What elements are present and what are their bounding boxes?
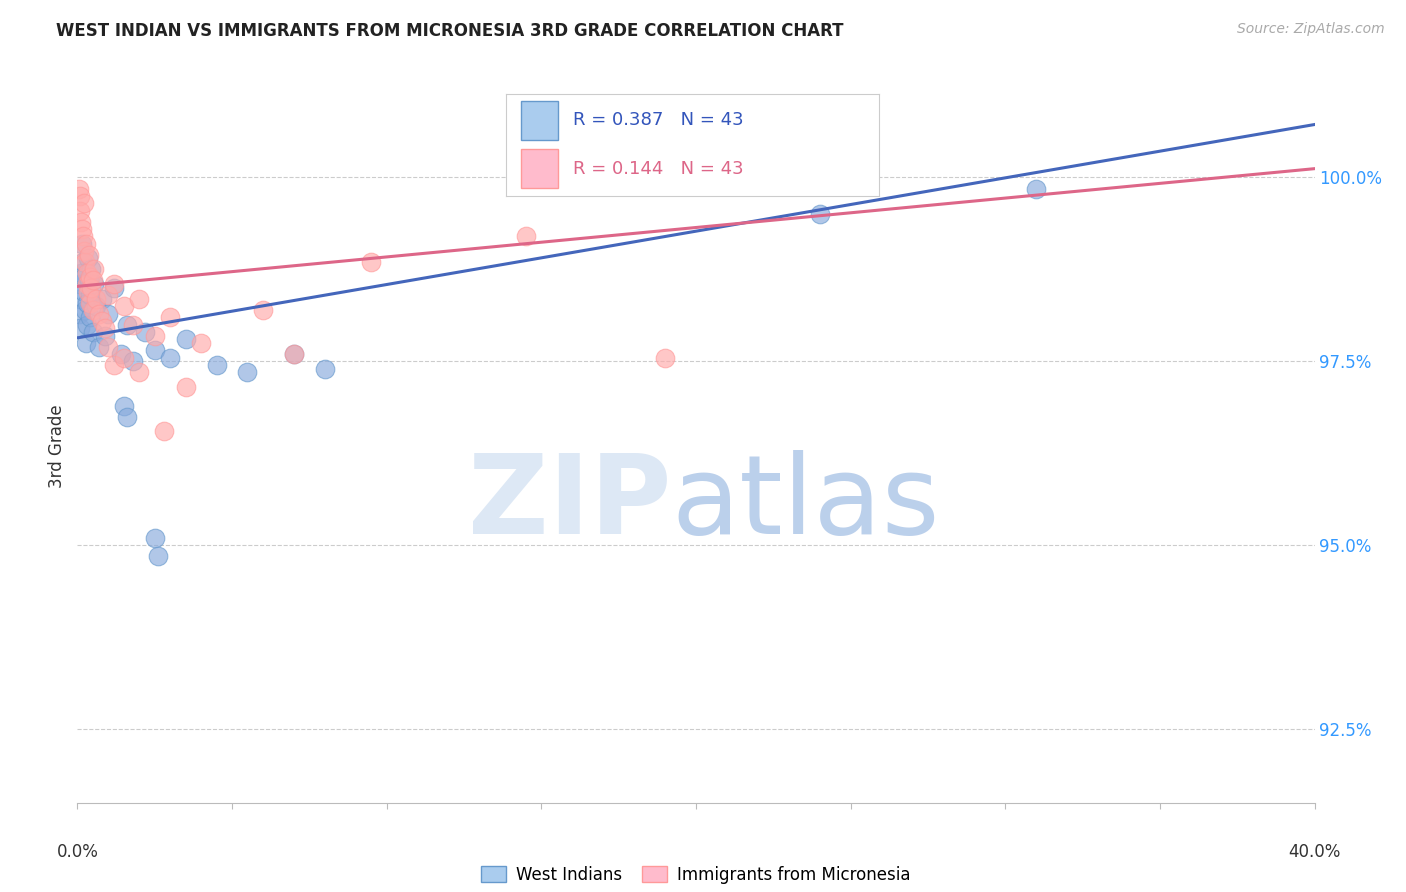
Point <box>159 310 181 325</box>
Point <box>73 244 96 258</box>
Text: 0.0%: 0.0% <box>56 843 98 861</box>
Point <box>82 273 104 287</box>
Point <box>153 425 176 439</box>
Point <box>146 549 169 564</box>
Point <box>87 340 110 354</box>
Point <box>82 302 104 317</box>
Text: R = 0.387   N = 43: R = 0.387 N = 43 <box>574 112 744 129</box>
Point <box>97 288 120 302</box>
Point <box>69 189 91 203</box>
Point <box>76 318 98 332</box>
Point <box>314 361 336 376</box>
Point <box>70 266 93 280</box>
Point <box>77 248 100 262</box>
Point <box>77 285 100 299</box>
Point <box>82 325 104 339</box>
Point <box>143 328 166 343</box>
Point <box>70 222 93 236</box>
Point <box>69 203 91 218</box>
Point <box>72 196 94 211</box>
Point <box>94 328 117 343</box>
Point <box>236 366 259 380</box>
Point <box>252 302 274 317</box>
Point <box>75 255 96 269</box>
Point <box>205 358 228 372</box>
Point <box>283 347 305 361</box>
Point <box>103 281 125 295</box>
Point <box>808 207 831 221</box>
Bar <box>522 149 558 188</box>
Point <box>75 236 97 251</box>
Point <box>122 354 145 368</box>
Text: atlas: atlas <box>671 450 939 557</box>
Point <box>79 288 101 302</box>
Point <box>174 380 197 394</box>
Point <box>83 277 105 292</box>
Point <box>73 285 96 299</box>
Point <box>97 340 120 354</box>
Point <box>84 292 107 306</box>
Point <box>79 295 101 310</box>
Point <box>76 266 98 280</box>
Point <box>115 318 138 332</box>
Point <box>83 262 105 277</box>
Point <box>94 321 117 335</box>
Point <box>134 325 156 339</box>
Point <box>515 229 537 244</box>
Point <box>69 277 91 292</box>
Point <box>84 299 107 313</box>
Point <box>190 336 212 351</box>
Point <box>360 255 382 269</box>
Point <box>67 307 90 321</box>
Point <box>128 366 150 380</box>
Point <box>87 307 110 321</box>
Point <box>76 295 98 310</box>
Point <box>77 273 100 287</box>
Point <box>1025 181 1047 195</box>
Point <box>75 302 96 317</box>
Point <box>654 351 676 365</box>
Text: R = 0.144   N = 43: R = 0.144 N = 43 <box>574 160 744 178</box>
Point <box>67 181 90 195</box>
Legend: West Indians, Immigrants from Micronesia: West Indians, Immigrants from Micronesia <box>474 860 918 891</box>
Point <box>174 332 197 346</box>
Point <box>97 307 120 321</box>
Point <box>91 292 114 306</box>
Point <box>110 347 132 361</box>
Point <box>77 252 100 266</box>
Point <box>122 318 145 332</box>
Bar <box>522 101 558 140</box>
Point <box>283 347 305 361</box>
Point <box>80 262 103 277</box>
Point <box>79 310 101 325</box>
Point <box>112 399 135 413</box>
Point <box>112 299 135 313</box>
Point <box>72 269 94 284</box>
Point <box>69 321 91 335</box>
Text: WEST INDIAN VS IMMIGRANTS FROM MICRONESIA 3RD GRADE CORRELATION CHART: WEST INDIAN VS IMMIGRANTS FROM MICRONESI… <box>56 22 844 40</box>
Point <box>103 277 125 292</box>
Point <box>112 351 135 365</box>
Point <box>70 214 93 228</box>
Text: Source: ZipAtlas.com: Source: ZipAtlas.com <box>1237 22 1385 37</box>
Point <box>115 409 138 424</box>
Point <box>70 236 93 251</box>
Y-axis label: 3rd Grade: 3rd Grade <box>48 404 66 488</box>
Point <box>103 358 125 372</box>
Point <box>159 351 181 365</box>
Point <box>143 531 166 545</box>
Point <box>69 292 91 306</box>
Point <box>91 314 114 328</box>
Point <box>79 269 101 284</box>
Text: 40.0%: 40.0% <box>1288 843 1341 861</box>
Point <box>75 336 97 351</box>
Text: ZIP: ZIP <box>468 450 671 557</box>
Point <box>128 292 150 306</box>
Point <box>143 343 166 358</box>
Point <box>72 255 94 269</box>
Point <box>80 281 103 295</box>
Point <box>76 277 98 292</box>
Point <box>72 229 94 244</box>
